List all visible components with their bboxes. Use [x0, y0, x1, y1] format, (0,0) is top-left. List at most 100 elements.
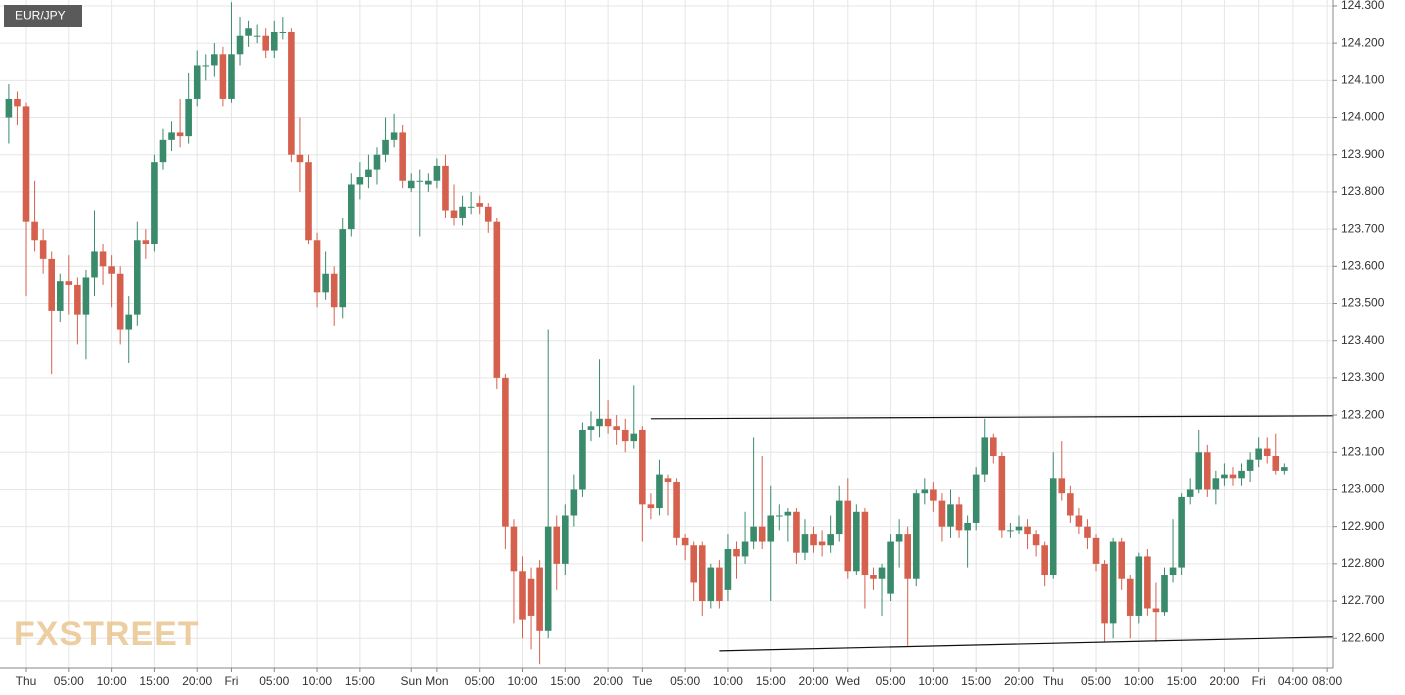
x-tick-label: 20:00	[593, 674, 623, 688]
candle-body	[912, 493, 920, 579]
candle-body	[981, 437, 989, 475]
candle-body	[1212, 478, 1220, 490]
candle-body	[262, 35, 269, 51]
candle-body	[562, 515, 569, 564]
candle-body	[390, 132, 398, 140]
candle-body	[870, 575, 877, 579]
candle-body	[382, 139, 389, 155]
y-tick-label: 124.100	[1341, 73, 1385, 87]
y-tick-label: 124.300	[1341, 0, 1385, 12]
candle-body	[1246, 459, 1254, 471]
candle-body	[142, 240, 150, 244]
candle-body	[895, 534, 903, 542]
y-tick-label: 123.800	[1341, 184, 1385, 198]
x-tick-label: 10:00	[302, 674, 332, 688]
candle-body	[1024, 526, 1031, 535]
candle-body	[964, 522, 971, 531]
x-tick-label: 04:00	[1278, 674, 1308, 688]
candle-body	[630, 433, 638, 442]
x-tick-label: 20:00	[1004, 674, 1034, 688]
candle-body	[134, 240, 141, 315]
candle-body	[853, 511, 860, 572]
candle-body	[502, 377, 509, 527]
candle-body	[767, 515, 775, 542]
x-tick-label: Wed	[836, 674, 860, 688]
candle-body	[442, 165, 449, 211]
candle-body	[861, 511, 869, 576]
x-tick-label: 20:00	[1209, 674, 1239, 688]
candle-body	[5, 98, 13, 118]
trend-line	[719, 636, 1334, 652]
x-tick-label: 05:00	[670, 674, 700, 688]
candle-body	[1161, 575, 1168, 613]
candle-body	[125, 314, 133, 330]
candle-body	[253, 35, 261, 37]
candle-body	[656, 474, 663, 509]
candle-body	[707, 567, 715, 602]
candle-body	[553, 526, 561, 564]
candle-body	[48, 258, 55, 311]
candle-body	[365, 169, 372, 178]
candle-body	[750, 526, 757, 542]
plot-area	[0, 0, 1333, 668]
x-tick-label: 05:00	[259, 674, 289, 688]
candle-body	[921, 489, 929, 494]
candle-body	[1186, 489, 1194, 497]
x-tick-label: Fri	[1252, 674, 1266, 688]
candle-body	[484, 206, 492, 222]
candle-body	[1058, 478, 1066, 494]
candle-body	[185, 98, 192, 137]
x-tick-label: 15:00	[1167, 674, 1197, 688]
candle-body	[1178, 496, 1185, 568]
candle-body	[1152, 608, 1160, 613]
candle-body	[1281, 467, 1288, 471]
candle-body	[1135, 556, 1143, 616]
candle-body	[844, 500, 852, 572]
candle-body	[330, 273, 338, 308]
candle-body	[56, 281, 64, 311]
y-tick-label: 123.600	[1341, 258, 1385, 272]
candle-body	[673, 482, 680, 538]
candle-body	[1118, 541, 1125, 579]
y-tick-label: 122.700	[1341, 593, 1385, 607]
x-tick-label: 15:00	[756, 674, 786, 688]
candle-body	[493, 221, 501, 378]
trend-line	[650, 415, 1334, 420]
x-tick-label: Thu	[16, 674, 37, 688]
candle-body	[416, 180, 424, 182]
y-tick-label: 122.900	[1341, 519, 1385, 533]
candle-body	[998, 455, 1006, 531]
candle-body	[835, 500, 843, 535]
candle-body	[356, 177, 364, 185]
x-tick-label: Thu	[1043, 674, 1064, 688]
candle-body	[373, 154, 381, 170]
candle-body	[39, 240, 47, 259]
x-tick-label: 15:00	[550, 674, 580, 688]
x-tick-label: 08:00	[1312, 674, 1342, 688]
y-tick-label: 123.700	[1341, 221, 1385, 235]
candle-body	[1084, 526, 1091, 538]
candle-body	[348, 184, 355, 230]
candle-body	[681, 537, 689, 546]
y-tick-label: 122.600	[1341, 630, 1385, 644]
candle-body	[1204, 452, 1211, 490]
candle-body	[621, 429, 629, 442]
candle-body	[1067, 493, 1074, 516]
y-tick-label: 123.400	[1341, 333, 1385, 347]
candle-body	[1101, 563, 1108, 624]
candle-body	[1049, 478, 1057, 576]
y-tick-label: 122.800	[1341, 556, 1385, 570]
candle-body	[510, 526, 518, 572]
candle-body	[322, 273, 329, 293]
candle-body	[613, 426, 620, 430]
candle-body	[930, 489, 937, 501]
candle-body	[82, 277, 90, 315]
candle-body	[433, 165, 441, 181]
y-tick-label: 123.300	[1341, 370, 1385, 384]
candle-body	[647, 504, 655, 509]
candle-body	[108, 266, 115, 274]
candle-body	[1238, 470, 1245, 479]
candle-body	[425, 180, 432, 185]
candle-body	[202, 65, 210, 67]
